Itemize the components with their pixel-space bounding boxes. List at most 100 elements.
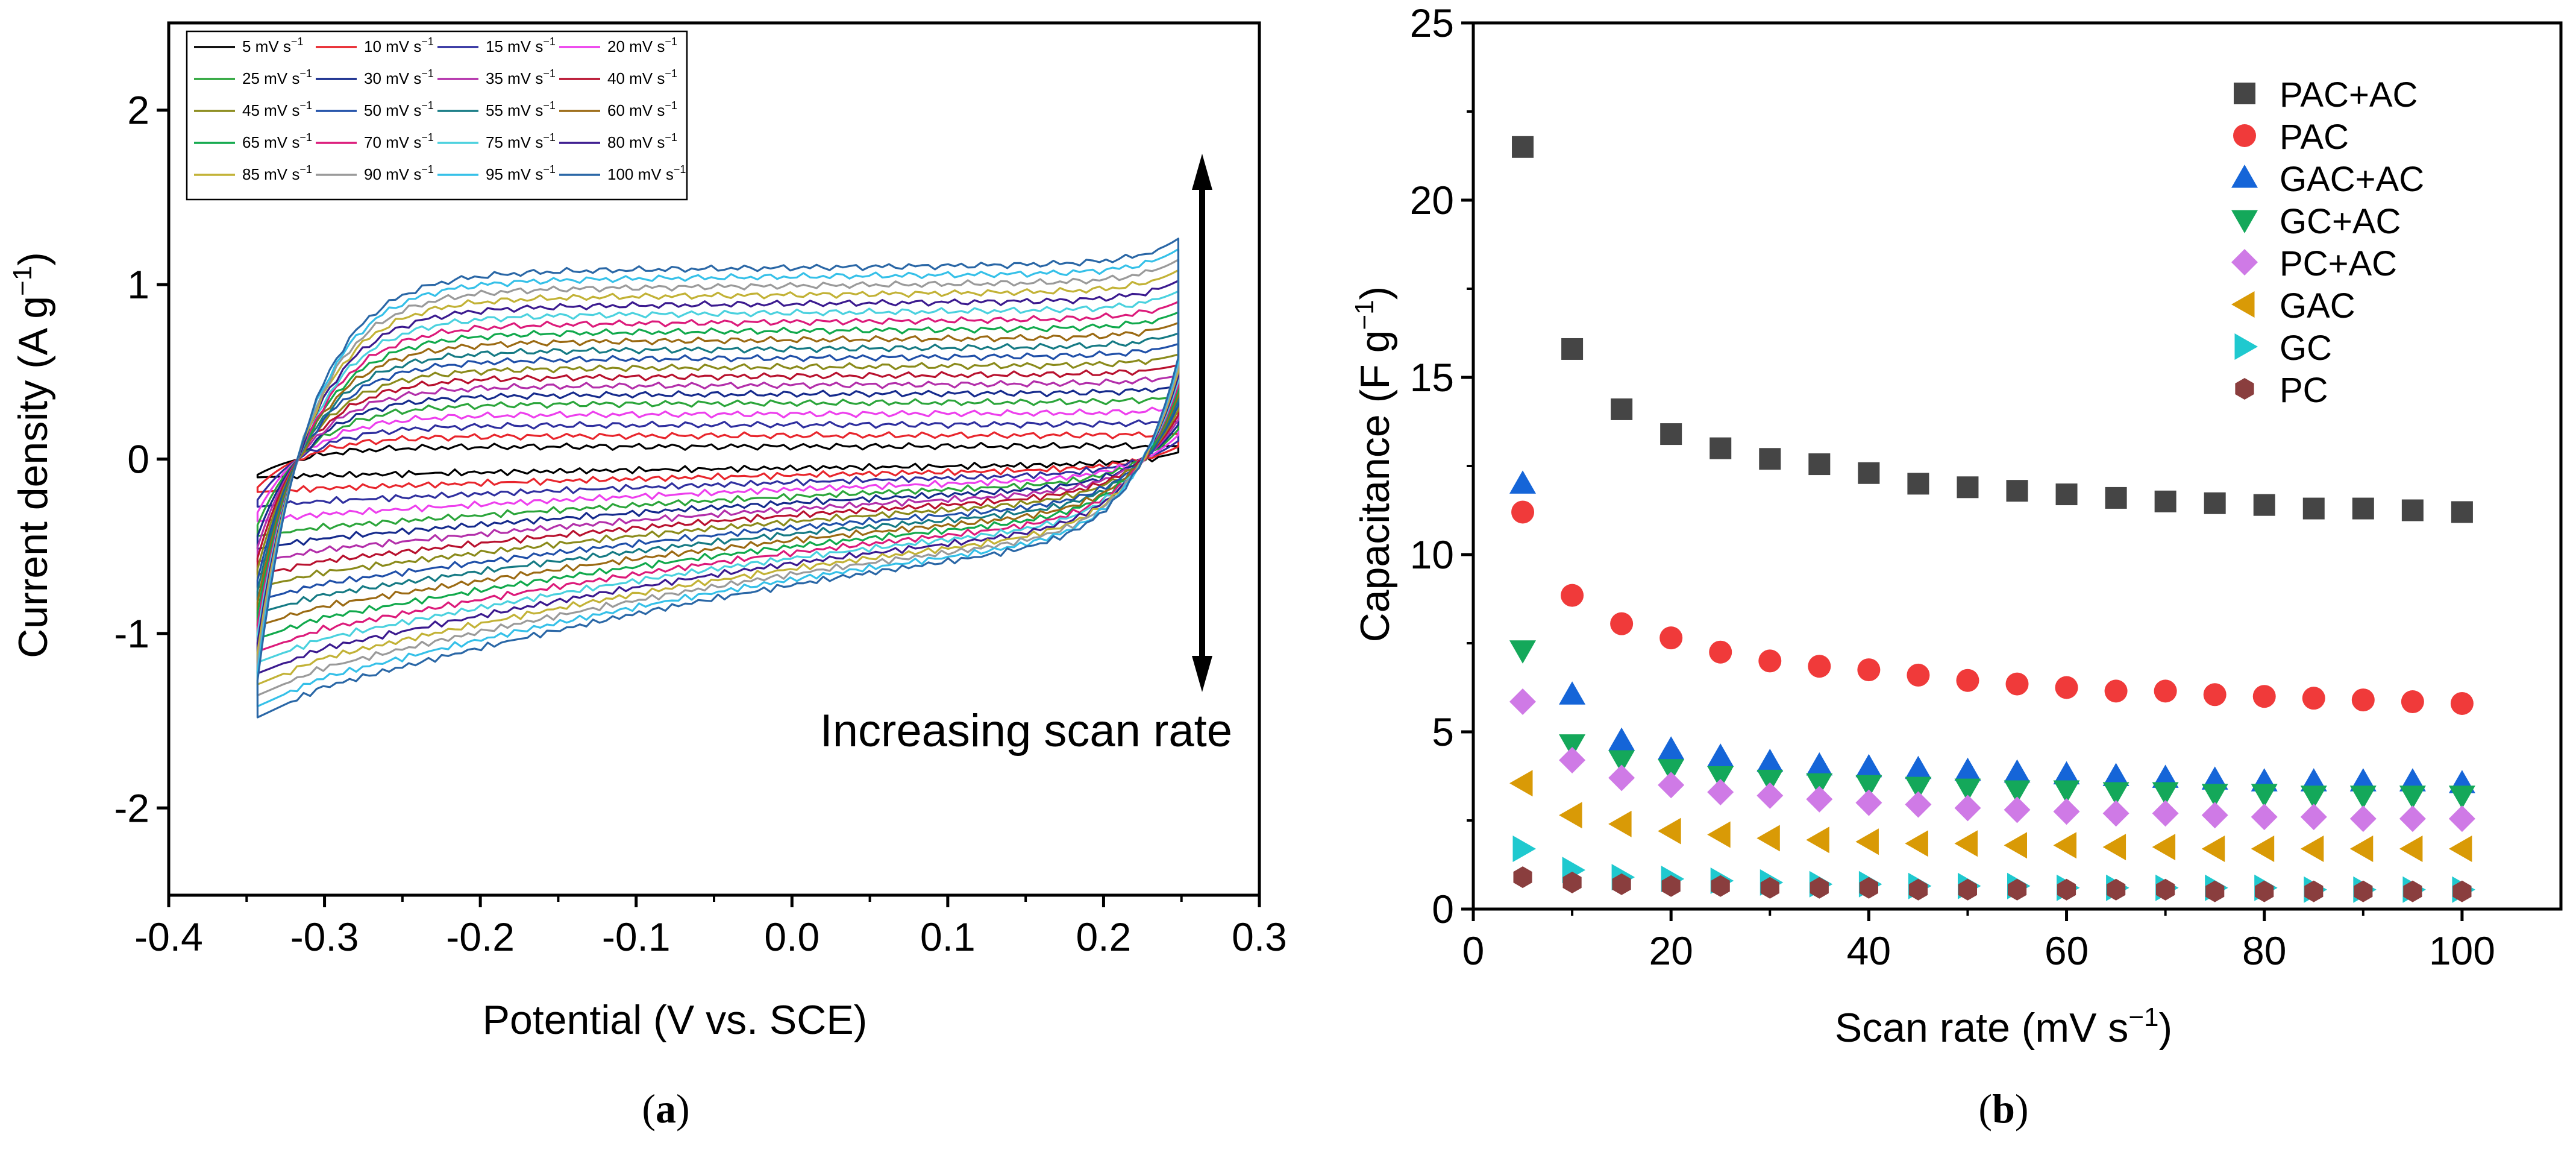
data-point bbox=[2300, 836, 2324, 862]
series-gc bbox=[1512, 836, 2475, 903]
data-point bbox=[1908, 878, 1928, 901]
data-point bbox=[1806, 752, 1833, 776]
data-point bbox=[1561, 584, 1584, 607]
cv-curve-45-mvs bbox=[256, 353, 1180, 588]
data-point bbox=[1709, 640, 1732, 664]
panel-b-caption-open: ( bbox=[1978, 1086, 1992, 1132]
b-legend-marker bbox=[2231, 249, 2258, 275]
data-point bbox=[2102, 834, 2126, 861]
b-legend-label: PAC bbox=[2280, 118, 2349, 157]
data-point bbox=[1707, 766, 1734, 790]
a-y-tick-label: 0 bbox=[127, 437, 149, 482]
data-point bbox=[1511, 500, 1535, 524]
series-pac-plus-ac bbox=[1512, 136, 2473, 523]
a-x-tick-label: -0.1 bbox=[602, 914, 671, 959]
data-point bbox=[1808, 655, 1831, 678]
data-point bbox=[2448, 785, 2475, 809]
data-point bbox=[2300, 768, 2327, 792]
data-point bbox=[1858, 462, 1880, 484]
data-point bbox=[2203, 683, 2227, 707]
data-point bbox=[1806, 826, 1829, 854]
cv-curve-85-mvs bbox=[256, 269, 1180, 685]
data-point bbox=[1954, 778, 1981, 802]
data-point bbox=[2448, 805, 2475, 833]
b-y-tick-label: 25 bbox=[1410, 1, 1454, 45]
b-y-tick-label: 0 bbox=[1432, 887, 1454, 931]
data-point bbox=[2205, 880, 2225, 902]
data-point bbox=[1610, 612, 1634, 635]
panel-a-legend: 5 mV s−1 10 mV s−1 15 mV s−1 20 mV s−125 mV… bbox=[186, 30, 688, 201]
data-point bbox=[2053, 780, 2080, 804]
series-pc bbox=[1513, 866, 2472, 902]
data-point bbox=[2053, 761, 2080, 785]
data-point bbox=[1559, 734, 1586, 758]
data-point bbox=[1509, 470, 1536, 494]
b-legend-marker bbox=[2233, 124, 2256, 147]
cv-curve-75-mvs bbox=[256, 290, 1180, 664]
data-point bbox=[1759, 448, 1781, 470]
data-point bbox=[1658, 736, 1685, 760]
a-y-tick-label: 2 bbox=[127, 88, 149, 133]
data-point bbox=[2252, 685, 2276, 708]
a-x-tick-label: -0.2 bbox=[446, 914, 515, 959]
data-point bbox=[2300, 804, 2327, 831]
panel-a-caption: (a) bbox=[642, 1086, 689, 1132]
scan-rate-arrow bbox=[1192, 154, 1212, 692]
data-point bbox=[2007, 878, 2027, 901]
data-point bbox=[2055, 483, 2078, 506]
panel-a-y-label-close: ) bbox=[10, 252, 56, 266]
data-point bbox=[2300, 785, 2327, 809]
panel-b-y-label: Capacitance (F g−1) bbox=[1350, 286, 1398, 643]
b-legend-marker bbox=[2234, 83, 2255, 104]
data-point bbox=[2152, 834, 2176, 861]
cv-curve-20-mvs bbox=[256, 406, 1180, 523]
data-point bbox=[2102, 800, 2129, 827]
data-point bbox=[1608, 750, 1635, 773]
data-point bbox=[1905, 776, 1932, 801]
series-gc-plus-ac bbox=[1509, 640, 2475, 809]
data-point bbox=[1757, 782, 1784, 809]
data-point bbox=[2302, 497, 2325, 520]
scan-rate-annotation: Increasing scan rate bbox=[820, 705, 1232, 757]
b-x-tick-label: 100 bbox=[2429, 928, 2495, 973]
data-point bbox=[1855, 789, 1882, 816]
cv-curve-65-mvs bbox=[256, 311, 1180, 640]
data-point bbox=[2053, 832, 2076, 859]
b-x-tick-label: 40 bbox=[1847, 928, 1891, 973]
data-point bbox=[2152, 782, 2179, 805]
b-legend-marker bbox=[2235, 378, 2254, 400]
series-gac-plus-ac bbox=[1509, 470, 2475, 793]
data-point bbox=[2349, 785, 2377, 809]
data-point bbox=[2304, 880, 2324, 902]
panel-b-x-label-close: ) bbox=[2159, 1005, 2173, 1051]
data-point bbox=[1907, 663, 1930, 687]
data-point bbox=[1758, 649, 1782, 673]
a-x-tick-label: 0.2 bbox=[1076, 914, 1132, 959]
data-point bbox=[2006, 480, 2028, 502]
data-point bbox=[1608, 764, 1635, 792]
data-point bbox=[1509, 640, 1536, 664]
data-point bbox=[1561, 338, 1584, 360]
cv-curve-90-mvs bbox=[256, 259, 1180, 697]
b-legend-marker bbox=[2234, 333, 2258, 360]
cv-curves-group bbox=[256, 238, 1180, 719]
data-point bbox=[2401, 499, 2424, 521]
data-point bbox=[1857, 658, 1881, 682]
a-x-tick-label: -0.3 bbox=[290, 914, 359, 959]
data-point bbox=[2102, 782, 2129, 805]
data-point bbox=[2053, 798, 2080, 825]
data-point bbox=[2152, 764, 2179, 788]
panel-b-caption: (b) bbox=[1978, 1086, 2028, 1132]
b-y-tick-label: 15 bbox=[1410, 355, 1454, 400]
data-point bbox=[1757, 749, 1784, 772]
data-point bbox=[1711, 875, 1730, 897]
data-point bbox=[1608, 810, 1632, 837]
data-point bbox=[1559, 747, 1586, 773]
panel-a-caption-letter: a bbox=[656, 1086, 676, 1132]
data-point bbox=[1562, 871, 1582, 893]
data-point bbox=[2201, 802, 2228, 829]
a-x-tick-label: 0.0 bbox=[764, 914, 819, 959]
